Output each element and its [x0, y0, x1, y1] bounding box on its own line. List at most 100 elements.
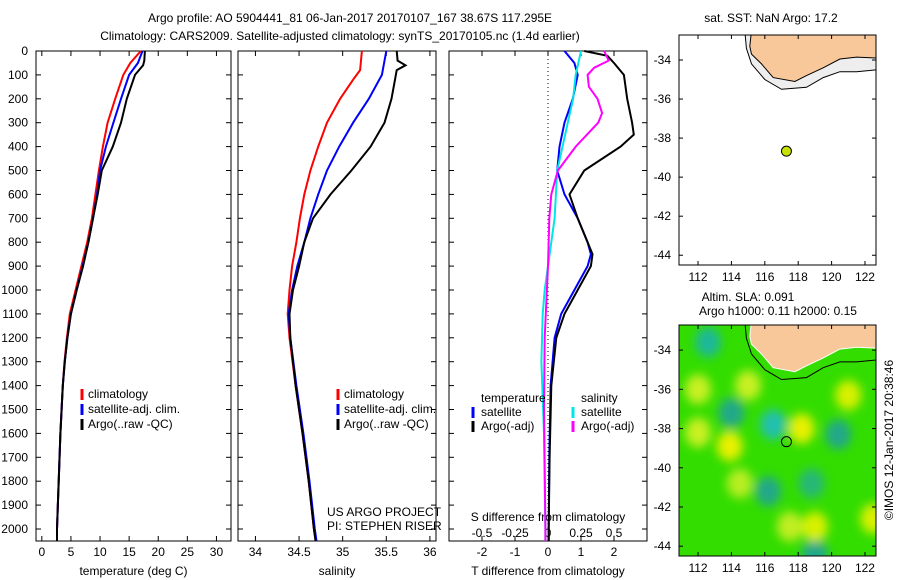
depth-tick-label: 100: [8, 68, 28, 82]
project-annotation: US ARGO PROJECT: [327, 505, 442, 519]
lat-tick-label: -44: [654, 248, 672, 262]
lon-tick-label: 122: [855, 561, 875, 575]
lat-tick-label: -38: [654, 422, 672, 436]
x-tick-label: 10: [93, 545, 107, 559]
lon-tick-label: 122: [855, 270, 875, 284]
sla-blob: [835, 380, 862, 411]
project-annotation: PI: STEPHEN RISER: [327, 519, 442, 533]
x-tick-label: 2: [611, 545, 618, 559]
depth-tick-label: 2000: [1, 522, 28, 536]
plot-frame: [237, 50, 437, 542]
depth-tick-label: 0: [21, 44, 28, 58]
land-australia: [749, 325, 876, 373]
depth-tick-label: 1900: [1, 498, 28, 512]
x-tick-label: 25: [181, 545, 195, 559]
lat-tick-label: -34: [654, 343, 672, 357]
legend-label: climatology: [88, 387, 148, 401]
depth-tick-label: 800: [8, 235, 28, 249]
sla-blob: [860, 503, 876, 534]
sst-map-title: sat. SST: NaN Argo: 17.2: [704, 11, 838, 25]
lon-tick-label: 118: [789, 270, 808, 284]
lat-tick-label: -38: [654, 131, 672, 145]
lon-tick-label: 114: [722, 561, 741, 575]
map-frame: [678, 324, 877, 557]
x-axis-label: T difference from climatology: [471, 564, 625, 578]
sla-blob: [798, 468, 825, 499]
sla-blob: [776, 511, 803, 542]
shelf-contour: [744, 325, 876, 381]
x2-tick-label: 0.5: [606, 526, 623, 540]
lat-tick-label: -40: [654, 461, 672, 475]
series-line-s-argo-adj-: [542, 50, 611, 541]
sla-map-title-1: Altim. SLA: 0.091: [702, 290, 795, 304]
sla-map-title-2: Argo h1000: 0.11 h2000: 0.15: [699, 304, 857, 318]
legend-label: satellite-adj. clim.: [88, 402, 180, 416]
shelf-contour: [744, 35, 876, 90]
x2-tick-label: 0.25: [569, 526, 593, 540]
sla-blob: [788, 413, 815, 444]
sla-blob: [726, 468, 753, 499]
lon-tick-label: 112: [688, 561, 707, 575]
map-sst: 112 114 116 118 120 122 -34 -36 -38 -40 -42 -44: [654, 34, 877, 284]
depth-tick-label: 900: [8, 259, 28, 273]
depth-tick-label: 1800: [1, 474, 28, 488]
plot-frame: [35, 50, 232, 542]
depth-tick-label: 1300: [1, 355, 28, 369]
depth-tick-label: 200: [8, 92, 28, 106]
x-tick-label: -1: [510, 545, 521, 559]
map-sla: 112 114 116 118 120 122 -34 -36 -38 -40 -42 -44: [654, 324, 877, 575]
sla-blob: [825, 419, 852, 450]
series-line-s-satellite: [540, 50, 582, 541]
map-content: [744, 35, 876, 90]
title-line-2: Climatology: CARS2009. Satellite-adjuste…: [100, 29, 580, 43]
depth-tick-label: 1500: [1, 403, 28, 417]
panel-temperature: 0100200300400500600700800900100011001200…: [1, 44, 232, 578]
x-tick-label: 1: [578, 545, 585, 559]
depth-tick-label: 700: [8, 211, 28, 225]
depth-tick-label: 1600: [1, 426, 28, 440]
x-tick-label: 35: [336, 545, 350, 559]
lat-tick-label: -42: [654, 500, 672, 514]
legend-label: satellite: [581, 405, 622, 419]
lon-tick-label: 116: [755, 270, 774, 284]
series-line-climatology: [56, 50, 142, 541]
x-tick-label: 30: [210, 545, 224, 559]
x-axis-label: temperature (deg C): [79, 564, 187, 578]
legend-label: Argo(..raw -QC): [88, 417, 173, 431]
argo-float-marker: [780, 145, 792, 157]
x-tick-label: 36: [423, 545, 437, 559]
argo-float-marker: [780, 436, 792, 448]
lat-tick-label: -36: [654, 92, 672, 106]
depth-tick-label: 1700: [1, 450, 28, 464]
series-line-satellite-adj-clim-: [56, 50, 144, 541]
lon-tick-label: 118: [789, 561, 808, 575]
lat-tick-label: -36: [654, 382, 672, 396]
legend-label: Argo(-adj): [481, 419, 534, 433]
sla-blob: [760, 409, 787, 440]
panel-salinity: 34 34.5 35 35.5 36 salinity climatologysatelli…: [237, 50, 442, 578]
x-tick-label: 5: [68, 545, 75, 559]
x2-tick-label: -0.5: [472, 526, 493, 540]
sla-blob: [755, 476, 782, 507]
sla-blob: [718, 397, 745, 428]
lon-tick-label: 112: [688, 270, 707, 284]
sla-anomalies: [685, 327, 876, 556]
lon-tick-label: 116: [755, 561, 774, 575]
depth-tick-label: 1200: [1, 331, 28, 345]
panel-differences: -2 -1 0 1 2 T difference from climatology -0.5…: [448, 50, 648, 578]
series-line-satellite-adj-clim-: [287, 50, 388, 542]
legend-header: temperature: [481, 391, 546, 405]
lon-tick-label: 114: [722, 270, 741, 284]
legend-label: Argo(..raw -QC): [344, 417, 429, 431]
sla-blob: [735, 370, 762, 401]
imos-credit: ©IMOS 12-Jan-2017 20:38:46: [882, 360, 896, 521]
legend-header: salinity: [581, 391, 618, 405]
depth-tick-label: 400: [8, 140, 28, 154]
profile-panels: 0100200300400500600700800900100011001200…: [1, 44, 648, 578]
series-line-climatology: [286, 50, 363, 542]
depth-tick-label: 1000: [1, 283, 28, 297]
lat-tick-label: -44: [654, 539, 672, 553]
x-tick-label: 34: [249, 545, 263, 559]
sla-blob: [685, 374, 712, 405]
